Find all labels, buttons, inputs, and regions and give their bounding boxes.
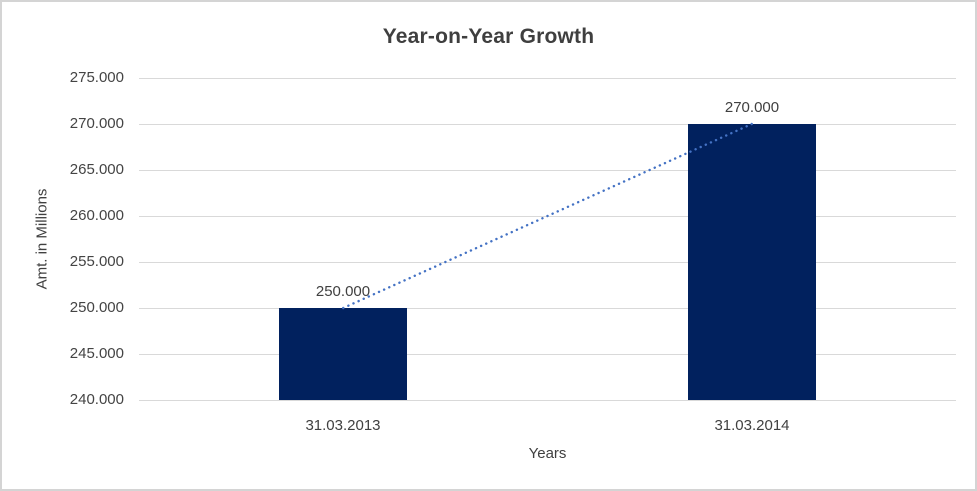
y-tick-label: 260.000	[69, 207, 124, 224]
gridline	[139, 308, 956, 309]
bar	[279, 308, 407, 400]
gridline	[139, 124, 956, 125]
bar-value-label: 270.000	[724, 99, 780, 116]
gridline	[139, 170, 956, 171]
x-tick-label: 31.03.2013	[305, 417, 381, 434]
y-tick-label: 275.000	[69, 69, 124, 86]
y-tick-label: 265.000	[69, 161, 124, 178]
gridline	[139, 78, 956, 79]
gridline	[139, 400, 956, 401]
y-tick-label: 270.000	[69, 115, 124, 132]
y-axis-title: Amt. in Millions	[33, 188, 51, 290]
y-tick-label: 245.000	[69, 345, 124, 362]
bar-value-label: 250.000	[315, 283, 371, 300]
y-tick-label: 240.000	[69, 391, 124, 408]
gridline	[139, 354, 956, 355]
gridline	[139, 262, 956, 263]
y-tick-label: 255.000	[69, 253, 124, 270]
bar	[688, 124, 816, 400]
gridline	[139, 216, 956, 217]
chart-title: Year-on-Year Growth	[382, 25, 595, 48]
x-axis-title: Years	[528, 445, 567, 462]
y-tick-label: 250.000	[69, 299, 124, 316]
x-tick-label: 31.03.2014	[714, 417, 790, 434]
